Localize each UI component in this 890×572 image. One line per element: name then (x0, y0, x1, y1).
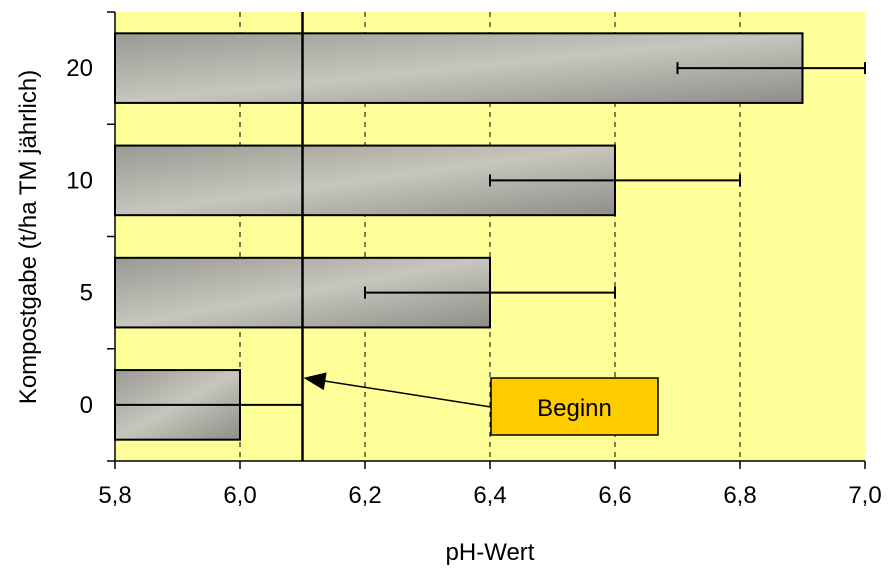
x-tick-label: 6,6 (598, 482, 631, 509)
annotation-arrow-line (317, 379, 492, 408)
annotation-arrow-head (303, 372, 327, 391)
error-bars (114, 62, 866, 411)
x-tick-label: 7,0 (848, 482, 881, 509)
annotation-label: Beginn (537, 395, 612, 422)
x-tick-label: 6,8 (723, 482, 756, 509)
axes: 0 5 10 20 5,8 6,0 6,2 6,4 6,6 6,8 7,0 (66, 11, 882, 509)
x-tick-label: 6,0 (223, 482, 256, 509)
y-tick-label: 5 (80, 280, 93, 307)
annotation-group: Beginn (303, 372, 659, 436)
x-tick-label: 5,8 (98, 482, 131, 509)
x-tick-label: 6,4 (473, 482, 506, 509)
y-tick-label: 20 (66, 55, 93, 82)
y-tick-label: 10 (66, 167, 93, 194)
x-tick-label: 6,2 (348, 482, 381, 509)
y-axis-title: Kompostgabe (t/ha TM jährlich) (15, 70, 42, 404)
y-tick-label: 0 (80, 392, 93, 419)
annotation-box (490, 377, 659, 436)
x-axis-title: pH-Wert (446, 539, 535, 566)
